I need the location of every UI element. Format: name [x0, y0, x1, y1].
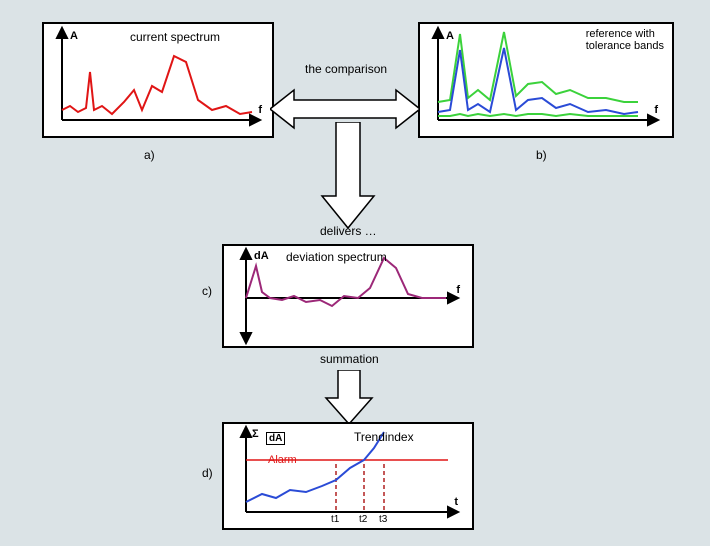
summation-label: summation [320, 352, 379, 366]
y-axis-label: A [446, 30, 454, 42]
x-axis-label: f [456, 284, 460, 296]
x-axis-label: f [654, 104, 658, 116]
panel-title: current spectrum [130, 30, 220, 44]
caption-b: b) [536, 148, 547, 162]
tick-label: t2 [359, 514, 367, 525]
comparison-label: the comparison [305, 62, 387, 76]
panel-title: reference with tolerance bands [586, 28, 664, 52]
down-arrow-2 [324, 370, 374, 426]
down-arrow-1 [318, 122, 378, 232]
caption-a: a) [144, 148, 155, 162]
caption-d: d) [202, 466, 213, 480]
x-axis-label: f [258, 104, 262, 116]
y-axis-label: A [70, 30, 78, 42]
panel-title: deviation spectrum [286, 250, 387, 264]
panel-trendindex: Σ dA t Trendindex Alarm t1t2t3 [222, 422, 474, 530]
y-axis-label: dA [254, 250, 269, 262]
panel-reference: A f reference with tolerance bands [418, 22, 674, 138]
tick-label: t1 [331, 514, 339, 525]
delivers-label: delivers … [320, 224, 377, 238]
panel-current-spectrum: A f current spectrum [42, 22, 274, 138]
tick-label: t3 [379, 514, 387, 525]
caption-c: c) [202, 284, 212, 298]
panel-deviation: dA f deviation spectrum [222, 244, 474, 348]
